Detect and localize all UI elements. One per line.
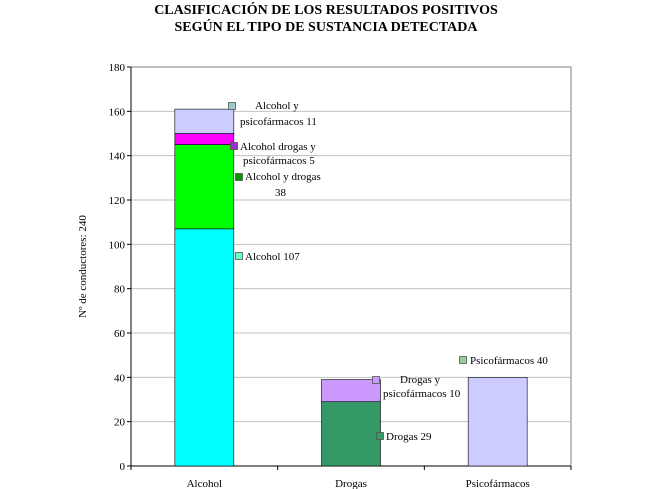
x-category-label: Drogas [335,478,367,489]
y-tick-label: 180 [109,62,126,74]
y-tick-label: 80 [114,284,126,296]
y-tick-label: 40 [114,372,126,384]
data-label: Alcohol y drogas [245,171,321,183]
data-label: Alcohol y [255,100,299,112]
data-label: Drogas 29 [386,431,432,443]
data-label: psicofármacos 11 [240,116,317,128]
data-label-marker [235,252,243,260]
y-tick-label: 160 [109,106,126,118]
chart-title-line-1: CLASIFICACIÓN DE LOS RESULTADOS POSITIVO… [154,3,498,18]
y-tick-label: 140 [109,151,126,163]
data-label: 38 [275,187,287,199]
chart-title-line-2: SEGÚN EL TIPO DE SUSTANCIA DETECTADA [174,20,478,35]
data-label: Psicofármacos 40 [470,355,548,367]
y-tick-label: 60 [114,328,126,340]
y-tick-label: 20 [114,417,126,429]
bar-segment [174,108,235,134]
bar-segment [174,228,235,467]
bar-segment [174,144,235,230]
bar-segment [321,379,381,403]
data-label: Drogas y [400,374,441,386]
data-label: Alcohol drogas y [240,141,316,153]
data-label: Alcohol 107 [245,251,300,263]
bar-segment [174,133,235,145]
y-tick-label: 100 [109,239,126,251]
data-label-marker [376,432,384,440]
y-tick-label: 0 [120,461,126,473]
bar-segment [321,401,381,467]
x-category-label: Alcohol [187,478,222,489]
data-label-marker [459,356,467,364]
y-tick-label: 120 [109,195,126,207]
x-category-label: Psicofármacos [466,478,530,489]
data-label: psicofármacos 5 [243,155,315,167]
data-label-marker [228,102,236,110]
y-axis-label: Nº de conductores: 240 [77,215,89,318]
data-label-marker [235,173,243,181]
data-label-marker [372,376,380,384]
bar-segment [467,377,528,467]
data-label: psicofármacos 10 [383,388,461,400]
data-label-marker [230,142,238,150]
